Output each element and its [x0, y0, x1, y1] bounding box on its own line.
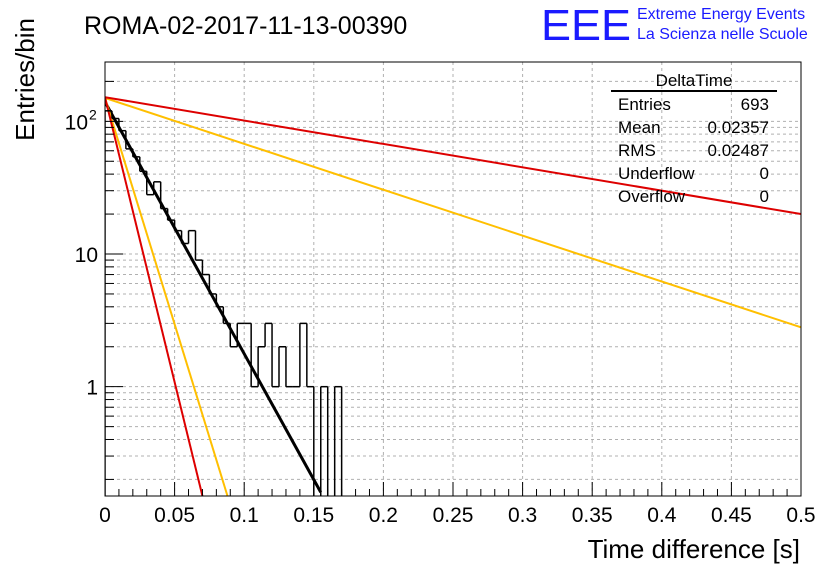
series-line-inner-band: [105, 97, 229, 496]
x-tick-label: 0: [99, 504, 111, 527]
y-axis-label: Entries/bin: [10, 18, 40, 141]
y-tick-label: 10: [75, 244, 98, 267]
grid-lines: [105, 62, 801, 496]
x-tick-label: 0.45: [711, 504, 752, 527]
series-line-inner-band: [105, 97, 801, 329]
series-line-fit: [105, 101, 323, 494]
logo-text: EEE: [541, 1, 631, 50]
x-axis-label: Time difference [s]: [588, 534, 800, 564]
x-tick-label: 0.4: [647, 504, 677, 527]
series-line-outer-band: [105, 96, 801, 216]
stats-value: 0.02357: [708, 118, 769, 137]
stats-label: RMS: [618, 141, 656, 160]
stats-label: Underflow: [618, 164, 695, 183]
y-tick-label: 10: [65, 111, 88, 134]
x-tick-label: 0.35: [572, 504, 613, 527]
plot-area: [105, 96, 801, 496]
x-tick-label: 0.5: [786, 504, 815, 527]
stats-label: Overflow: [618, 187, 686, 206]
stats-box: DeltaTime Entries 693 Mean 0.02357 RMS 0.0248…: [611, 71, 777, 206]
logo-line1: Extreme Energy Events: [637, 6, 805, 23]
x-tick-label: 0.15: [293, 504, 334, 527]
axis-ticks: [104, 80, 802, 496]
x-tick-label: 0.1: [230, 504, 259, 527]
stats-label: Entries: [618, 95, 671, 114]
x-tick-label: 0.3: [508, 504, 537, 527]
plot-frame: [104, 61, 802, 497]
stats-label: Mean: [618, 118, 661, 137]
logo-line2: La Scienza nelle Scuole: [637, 26, 808, 43]
stats-value: 0: [760, 164, 769, 183]
stats-value: 0: [760, 187, 769, 206]
x-tick-labels: 0 0.05 0.1 0.15 0.2 0.25 0.3 0.35 0.4 0.45 0.5: [99, 504, 815, 527]
stats-value: 0.02487: [708, 141, 769, 160]
y-tick-label: 1: [86, 377, 98, 400]
y-tick-exponent: 2: [89, 106, 97, 122]
stats-value: 693: [741, 95, 769, 114]
stats-title: DeltaTime: [656, 71, 733, 90]
series-line-outer-band: [105, 96, 204, 496]
x-tick-label: 0.25: [433, 504, 474, 527]
x-tick-label: 0.05: [154, 504, 195, 527]
chart-title: ROMA-02-2017-11-13-00390: [84, 12, 407, 40]
x-tick-label: 0.2: [369, 504, 398, 527]
eee-logo: EEE Extreme Energy Events La Scienza nel…: [541, 1, 808, 50]
